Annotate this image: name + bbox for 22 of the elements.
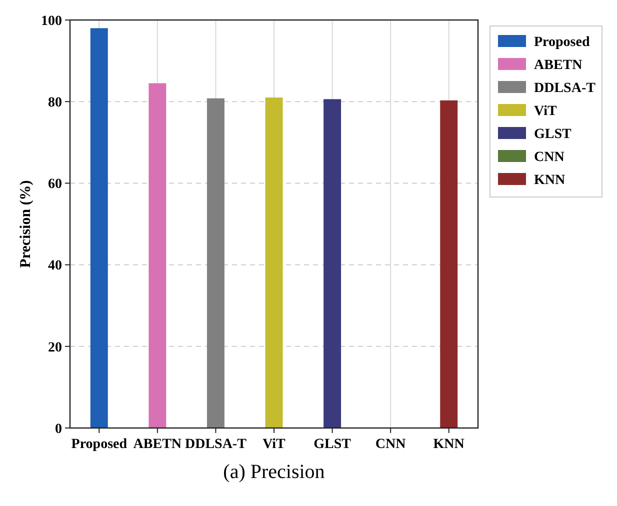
- x-tick-label: Proposed: [71, 437, 128, 452]
- x-tick-label: DDLSA-T: [184, 437, 248, 452]
- x-tick-label: GLST: [314, 437, 352, 452]
- legend-label: Proposed: [534, 34, 590, 50]
- y-tick-label: 100: [41, 14, 62, 29]
- y-tick-label: 20: [48, 340, 62, 356]
- legend-label: GLST: [534, 126, 572, 142]
- legend-label: ViT: [534, 104, 558, 119]
- legend-label: CNN: [534, 150, 564, 165]
- y-tick-label: 80: [48, 96, 62, 110]
- y-tick-label: 0: [55, 422, 62, 437]
- x-tick-label: KNN: [433, 437, 464, 452]
- text: (a) Precision: [223, 461, 325, 483]
- legend-label: KNN: [534, 172, 566, 188]
- legend-label: DDLSA-T: [534, 80, 596, 96]
- x-tick-label: CNN: [375, 437, 406, 452]
- y-axis-title: Precision (%): [18, 180, 34, 268]
- y-tick-label: 40: [48, 258, 62, 274]
- x-tick-label: ViT: [262, 437, 286, 452]
- legend-label: ABETN: [534, 58, 582, 73]
- x-tick-label: ABETN: [133, 437, 182, 452]
- y-tick-label: 60: [48, 177, 62, 192]
